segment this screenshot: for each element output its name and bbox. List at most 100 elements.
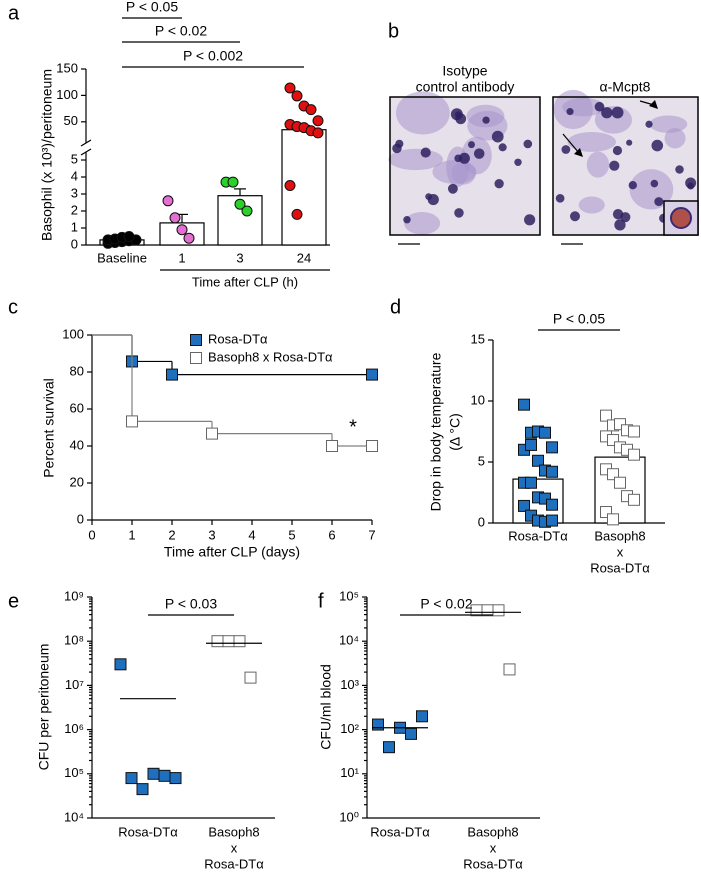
data-point (546, 498, 558, 511)
cell-cytoplasm (586, 151, 610, 178)
data-point (607, 468, 619, 481)
x-tick-label: 6 (328, 527, 335, 542)
x-tick-label: Rosa-DTα (118, 824, 178, 839)
y-axis-label: (Δ °C) (447, 413, 463, 451)
data-point (628, 425, 640, 438)
y-tick-label: 10⁰ (339, 809, 359, 824)
cell-nucleus (524, 214, 536, 226)
data-point (227, 176, 239, 188)
data-point (211, 635, 224, 648)
y-tick-label: 10⁴ (64, 809, 84, 824)
cell-cytoplasm (649, 115, 688, 133)
data-point (169, 212, 181, 224)
cell-nucleus (614, 219, 626, 231)
y-tick-label: 15 (471, 331, 485, 346)
cell-nucleus (650, 179, 659, 188)
y-tick-label: 20 (70, 474, 84, 489)
cell-nucleus (651, 139, 664, 152)
y-tick-label: 0 (77, 511, 84, 526)
significance-label: P < 0.002 (183, 48, 243, 64)
y-tick-label: 5 (478, 453, 485, 468)
x-axis-label: Time after CLP (days) (164, 544, 300, 560)
y-axis-label: CFU/ml blood (318, 664, 334, 750)
cell-nucleus (491, 130, 504, 143)
significance-label: P < 0.05 (553, 311, 606, 327)
y-tick-label: 10⁵ (339, 588, 359, 603)
data-point (532, 454, 544, 467)
significance-label: P < 0.03 (165, 596, 218, 612)
survival-point (206, 427, 218, 440)
survival-point (326, 440, 338, 452)
survival-point (366, 368, 378, 381)
y-axis-label: Percent survival (41, 378, 57, 478)
y-tick-label: 10 (471, 392, 485, 407)
data-point (222, 635, 235, 648)
data-point (481, 604, 494, 617)
x-tick-label: Rosa-DTα (463, 856, 523, 871)
cell-nucleus (601, 107, 613, 119)
legend-label: Basoph8 x Rosa-DTα (208, 349, 333, 364)
cell-nucleus (468, 141, 475, 149)
significance-label: P < 0.05 (126, 0, 179, 15)
bar (217, 195, 263, 246)
x-tick-label: x (490, 840, 497, 855)
data-point (162, 195, 174, 207)
cell-nucleus (675, 165, 684, 174)
cell-cytoplasm (664, 128, 686, 149)
cell-nucleus (609, 160, 620, 171)
y-tick-label: 0 (478, 514, 485, 529)
cell-nucleus (628, 181, 637, 190)
data-point (136, 783, 149, 796)
cell-cytoplasm (396, 91, 450, 135)
x-tick-label: 3 (236, 250, 243, 265)
axis-break (80, 139, 92, 147)
cell-nucleus (458, 152, 470, 164)
data-point (546, 441, 558, 454)
panel-label: a (8, 2, 20, 24)
cell-nucleus (645, 120, 653, 128)
data-point (539, 426, 551, 439)
data-point (525, 476, 537, 489)
panel-label: f (318, 590, 324, 612)
data-point (233, 635, 246, 648)
cell-cytoplasm (567, 132, 617, 152)
data-point (241, 205, 253, 217)
data-point (539, 492, 551, 505)
y-tick-label: 40 (70, 437, 84, 452)
cell-nucleus (455, 113, 467, 125)
micrograph-title: α-Mcpt8 (600, 79, 651, 95)
cell-nucleus (514, 158, 522, 167)
cell-nucleus (454, 154, 462, 163)
data-point (291, 90, 303, 102)
axis-break (80, 148, 92, 156)
y-axis-label: Drop in body temperature (428, 352, 444, 511)
legend-swatch (190, 334, 202, 346)
x-tick-label: Basoph8 (208, 824, 259, 839)
survival-point (126, 415, 138, 428)
data-point (284, 180, 296, 191)
cell-nucleus (498, 143, 507, 152)
data-point (607, 434, 619, 447)
x-tick-label: 4 (248, 527, 255, 542)
data-point (291, 208, 303, 220)
y-tick-label: 10⁹ (64, 588, 84, 603)
y-tick-label: 10⁸ (64, 633, 84, 648)
x-tick-label: 2 (168, 527, 175, 542)
cell-nucleus (566, 108, 574, 116)
data-point (176, 224, 188, 236)
arrow (562, 133, 580, 154)
panel-label: e (8, 590, 19, 612)
data-point (503, 663, 516, 676)
cell-nucleus (654, 197, 664, 207)
data-point (518, 499, 530, 512)
data-point (312, 115, 324, 127)
panel-label: c (8, 296, 18, 318)
data-point (600, 409, 612, 422)
cell-nucleus (420, 147, 431, 158)
data-point (614, 476, 626, 489)
data-point (628, 448, 640, 461)
data-point (234, 198, 246, 210)
data-point (416, 710, 428, 723)
cell-cytoplasm (578, 196, 605, 214)
y-axis-label: CFU per peritoneum (36, 644, 52, 771)
